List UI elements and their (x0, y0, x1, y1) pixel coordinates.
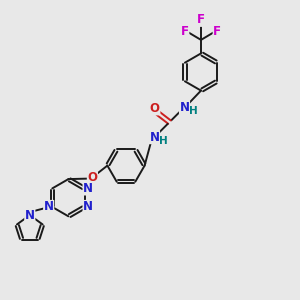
Text: H: H (159, 136, 168, 146)
Text: N: N (149, 130, 160, 144)
Text: O: O (150, 102, 160, 115)
Text: O: O (87, 171, 98, 184)
Text: N: N (83, 182, 93, 195)
Text: F: F (181, 25, 189, 38)
Text: H: H (189, 106, 198, 116)
Text: F: F (213, 25, 221, 38)
Text: N: N (83, 200, 93, 214)
Text: N: N (179, 100, 190, 114)
Text: F: F (197, 13, 205, 26)
Text: N: N (44, 200, 54, 214)
Text: N: N (25, 208, 35, 222)
